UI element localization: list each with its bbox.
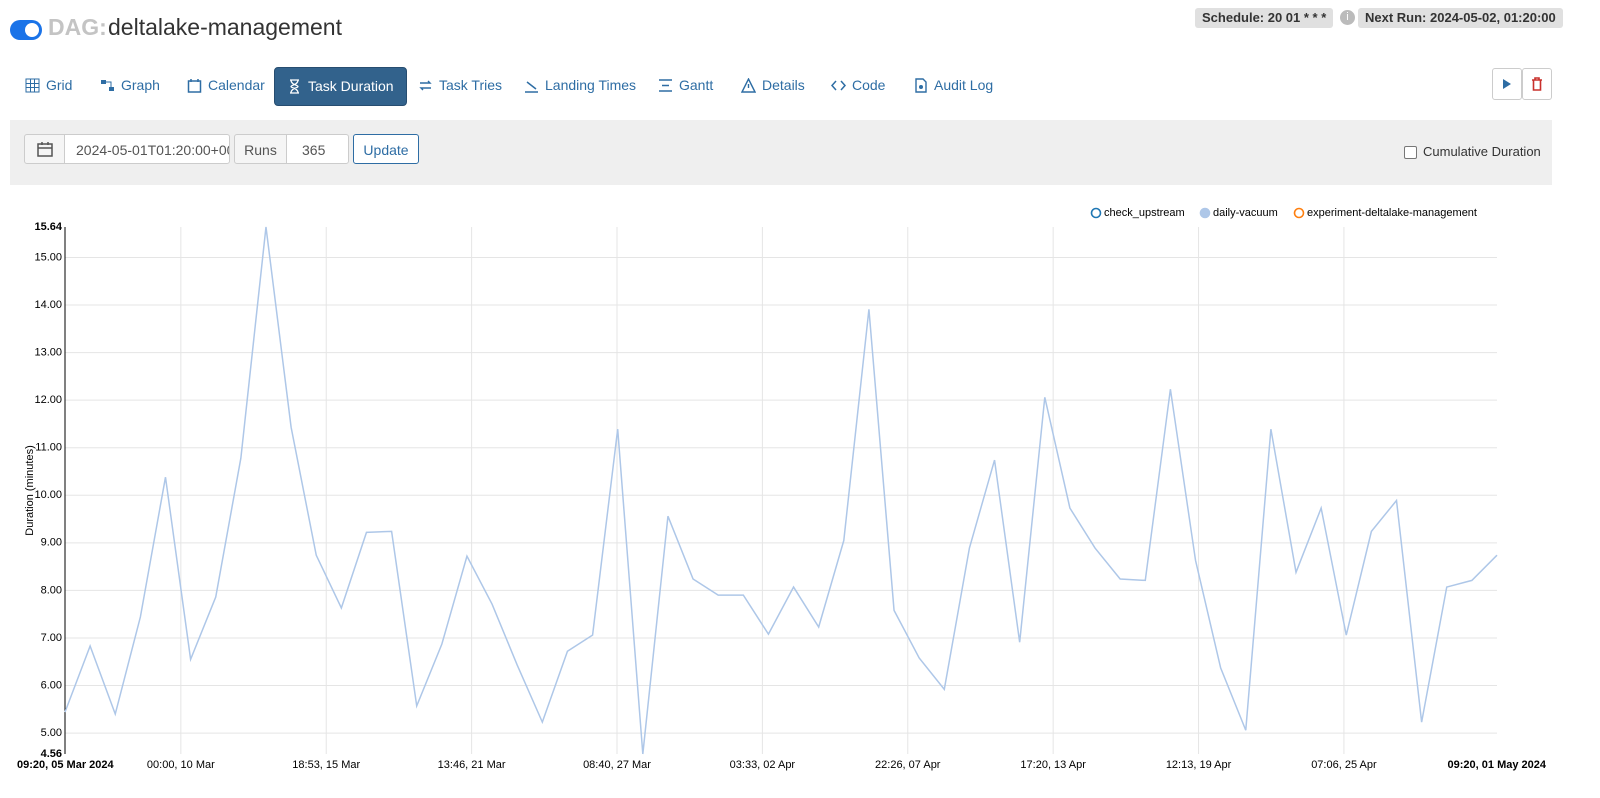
dag-label: DAG: — [48, 14, 107, 40]
tab-label: Landing Times — [545, 77, 637, 93]
tab-label: Audit Log — [934, 77, 994, 93]
nav-tab[interactable]: Code — [819, 67, 897, 104]
y-tick-label: 15.00 — [34, 251, 62, 263]
x-tick-label: 12:13, 19 Apr — [1166, 759, 1232, 771]
tab-icon — [831, 80, 846, 91]
x-tick-label: 13:46, 21 Mar — [438, 759, 506, 771]
y-tick-label: 15.64 — [34, 221, 62, 233]
cumulative-checkbox[interactable] — [1404, 146, 1417, 159]
y-tick-label: 10.00 — [34, 489, 62, 501]
tab-icon — [915, 78, 927, 93]
tab-label: Graph — [121, 77, 160, 93]
dag-toggle[interactable] — [10, 20, 42, 40]
nav-tab[interactable]: Task Duration — [274, 67, 407, 106]
tab-label: Calendar — [208, 77, 265, 93]
base-date-input[interactable]: 2024-05-01T01:20:00+00 — [64, 134, 230, 164]
tab-icon — [25, 78, 40, 93]
dag-id: deltalake-management — [108, 14, 342, 40]
x-tick-label: 03:33, 02 Apr — [730, 759, 796, 771]
nav-tab[interactable]: Gantt — [646, 67, 725, 104]
x-tick-label: 22:26, 07 Apr — [875, 759, 941, 771]
legend-swatch — [1293, 207, 1305, 219]
trigger-button[interactable] — [1492, 68, 1522, 100]
x-tick-label: 09:20, 05 Mar 2024 — [17, 759, 115, 771]
runs-select[interactable]: 365 — [286, 134, 349, 164]
tab-label: Grid — [46, 77, 73, 93]
nav-tab[interactable]: Audit Log — [901, 67, 1005, 104]
y-tick-label: 6.00 — [41, 679, 62, 691]
tab-icon — [101, 80, 114, 91]
nav-tab[interactable]: Grid — [13, 67, 84, 104]
info-icon[interactable]: i — [1340, 10, 1355, 25]
trash-icon — [1532, 77, 1542, 91]
tab-label: Code — [852, 77, 886, 93]
update-button[interactable]: Update — [353, 134, 419, 164]
legend-item[interactable]: experiment-deltalake-management — [1293, 207, 1477, 219]
nav-tab[interactable]: Landing Times — [512, 67, 648, 104]
runs-label: Runs — [234, 134, 287, 164]
nav-tab[interactable]: Calendar — [175, 67, 277, 104]
legend-item[interactable]: daily-vacuum — [1199, 207, 1278, 219]
legend-label: check_upstream — [1104, 207, 1185, 219]
legend-item[interactable]: check_upstream — [1090, 207, 1185, 219]
legend-swatch — [1090, 207, 1102, 219]
legend-swatch — [1199, 207, 1211, 219]
tab-label: Task Tries — [439, 77, 503, 93]
x-tick-label: 07:06, 25 Apr — [1311, 759, 1377, 771]
series-line — [64, 226, 1498, 755]
y-axis-label: Duration (minutes) — [24, 445, 36, 535]
y-tick-label: 9.00 — [41, 537, 62, 549]
y-tick-label: 5.00 — [41, 727, 62, 739]
tab-icon — [659, 79, 672, 92]
cumulative-label: Cumulative Duration — [1423, 144, 1541, 159]
x-tick-label: 17:20, 13 Apr — [1020, 759, 1086, 771]
calendar-icon — [36, 142, 53, 157]
nav-tab[interactable]: Graph — [88, 67, 172, 104]
tab-icon — [187, 79, 202, 93]
y-tick-label: 12.00 — [34, 394, 62, 406]
next-run: Next Run: 2024-05-02, 01:20:00 — [1358, 8, 1563, 28]
play-icon — [1503, 79, 1511, 89]
y-tick-label: 7.00 — [41, 632, 62, 644]
nav-tab[interactable]: Task Tries — [406, 67, 514, 104]
x-tick-label: 08:40, 27 Mar — [583, 759, 651, 771]
tab-label: Gantt — [679, 77, 714, 93]
y-tick-label: 8.00 — [41, 584, 62, 596]
schedule: Schedule: 20 01 * * * — [1195, 8, 1334, 28]
x-tick-label: 09:20, 01 May 2024 — [1448, 759, 1547, 771]
y-tick-label: 4.56 — [41, 748, 62, 760]
tab-icon — [741, 78, 756, 93]
calendar-button[interactable] — [24, 134, 65, 164]
tab-label: Details — [762, 77, 805, 93]
duration-chart: 4.56 5.00 6.00 7.00 8.00 9.00 10.00 11.00 12.00 1… — [17, 207, 1547, 771]
tab-icon — [290, 79, 299, 94]
delete-button[interactable] — [1522, 68, 1552, 100]
nav-tab[interactable]: Details — [729, 67, 817, 104]
y-tick-label: 13.00 — [34, 346, 62, 358]
x-tick-label: 18:53, 15 Mar — [292, 759, 360, 771]
x-tick-label: 00:00, 10 Mar — [147, 759, 215, 771]
legend-label: experiment-deltalake-management — [1307, 207, 1477, 219]
tab-label: Task Duration — [308, 78, 394, 94]
y-tick-label: 14.00 — [34, 299, 62, 311]
tab-icon — [525, 81, 538, 93]
tab-icon — [419, 80, 432, 91]
y-tick-label: 11.00 — [35, 442, 62, 454]
legend-label: daily-vacuum — [1213, 207, 1278, 219]
